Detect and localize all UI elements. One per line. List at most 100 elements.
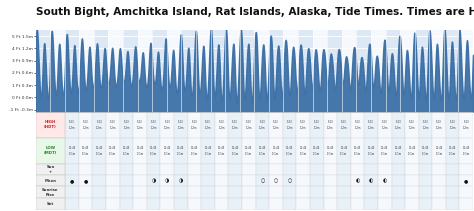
Bar (133, 112, 147, 138)
Text: Sun: Sun (69, 27, 75, 31)
Text: 11:45: 11:45 (82, 146, 90, 150)
Bar (415, 30, 429, 112)
Text: 5 Oct: 5 Oct (96, 23, 106, 27)
Text: -0.1m: -0.1m (300, 152, 307, 156)
Text: 17 Oct: 17 Oct (270, 23, 283, 27)
Text: -0.1m: -0.1m (245, 152, 253, 156)
Text: -0.1m: -0.1m (164, 152, 171, 156)
Bar (400, 30, 415, 112)
Bar (432, 112, 446, 138)
Bar (296, 175, 310, 186)
Bar (79, 175, 92, 186)
Text: 5:23: 5:23 (232, 120, 238, 124)
Text: -0.1m: -0.1m (436, 152, 443, 156)
Bar (92, 198, 106, 210)
Text: 11 Oct: 11 Oct (182, 23, 195, 27)
Bar (79, 30, 94, 112)
Bar (255, 186, 269, 198)
Text: 1.2m: 1.2m (150, 126, 157, 130)
Text: -0.1m: -0.1m (395, 152, 402, 156)
Text: 20 Oct: 20 Oct (314, 23, 326, 27)
Text: 5:23: 5:23 (96, 120, 102, 124)
Bar (392, 175, 405, 186)
Bar (446, 164, 459, 175)
Bar (269, 186, 283, 198)
Text: Fri: Fri (347, 27, 351, 31)
Text: 11:45: 11:45 (340, 146, 347, 150)
Bar (419, 138, 432, 164)
Bar (201, 175, 215, 186)
Text: Mon: Mon (287, 27, 294, 31)
Bar (419, 175, 432, 186)
Text: Thu: Thu (229, 27, 236, 31)
Text: Fri: Fri (245, 27, 249, 31)
Bar (50, 30, 65, 112)
Text: 9 Oct: 9 Oct (155, 23, 164, 27)
Bar (459, 175, 473, 186)
Bar (310, 186, 324, 198)
Text: 5:23: 5:23 (124, 120, 129, 124)
Bar (36, 175, 65, 186)
Bar (160, 198, 174, 210)
Text: Sunrise
Rise: Sunrise Rise (42, 188, 59, 197)
Text: 11:45: 11:45 (218, 146, 225, 150)
Bar (419, 186, 432, 198)
Bar (36, 138, 65, 164)
Bar (92, 175, 106, 186)
Bar (269, 138, 283, 164)
Text: 11:45: 11:45 (164, 146, 171, 150)
Text: -0.1m: -0.1m (204, 152, 211, 156)
Text: -0.1m: -0.1m (463, 152, 470, 156)
Bar (459, 138, 473, 164)
Bar (106, 112, 119, 138)
Bar (296, 164, 310, 175)
Bar (79, 138, 92, 164)
Bar (378, 198, 392, 210)
Bar (188, 186, 201, 198)
Bar (92, 164, 106, 175)
Bar (337, 112, 351, 138)
Text: Mon: Mon (185, 27, 192, 31)
Bar (283, 30, 298, 112)
Bar (65, 198, 79, 210)
Text: -0.1m: -0.1m (381, 152, 388, 156)
Text: ○: ○ (260, 178, 264, 183)
Bar (296, 186, 310, 198)
Bar (119, 112, 133, 138)
Bar (446, 175, 459, 186)
Text: 18 Oct: 18 Oct (284, 23, 297, 27)
Text: 1.2m: 1.2m (273, 126, 279, 130)
Bar (365, 164, 378, 175)
Text: Sat: Sat (156, 27, 163, 31)
Text: 5:23: 5:23 (191, 120, 197, 124)
Bar (446, 198, 459, 210)
Bar (337, 138, 351, 164)
Text: 1.2m: 1.2m (232, 126, 238, 130)
Bar (392, 186, 405, 198)
Text: ○: ○ (287, 178, 292, 183)
Bar (36, 112, 65, 138)
Bar (119, 186, 133, 198)
Bar (201, 112, 215, 138)
Bar (225, 30, 240, 112)
Bar (36, 164, 65, 175)
Bar (432, 175, 446, 186)
Bar (459, 198, 473, 210)
Text: ◐: ◐ (383, 178, 387, 183)
Text: 11:45: 11:45 (137, 146, 144, 150)
Text: 5:23: 5:23 (164, 120, 170, 124)
Bar (337, 175, 351, 186)
Text: 11:45: 11:45 (177, 146, 184, 150)
Text: 5:23: 5:23 (409, 120, 415, 124)
Bar (269, 164, 283, 175)
Text: 5:23: 5:23 (301, 120, 306, 124)
Text: 1.2m: 1.2m (246, 126, 252, 130)
Bar (210, 30, 225, 112)
Bar (405, 164, 419, 175)
Text: South Bight, Amchitka Island, Rat Islands, Alaska, Tide Times. Times are HDT (UT: South Bight, Amchitka Island, Rat Island… (36, 7, 474, 17)
Bar (242, 138, 255, 164)
Text: 11:45: 11:45 (354, 146, 361, 150)
Text: 11:45: 11:45 (463, 146, 470, 150)
Text: -0.1m: -0.1m (422, 152, 429, 156)
Bar (228, 198, 242, 210)
